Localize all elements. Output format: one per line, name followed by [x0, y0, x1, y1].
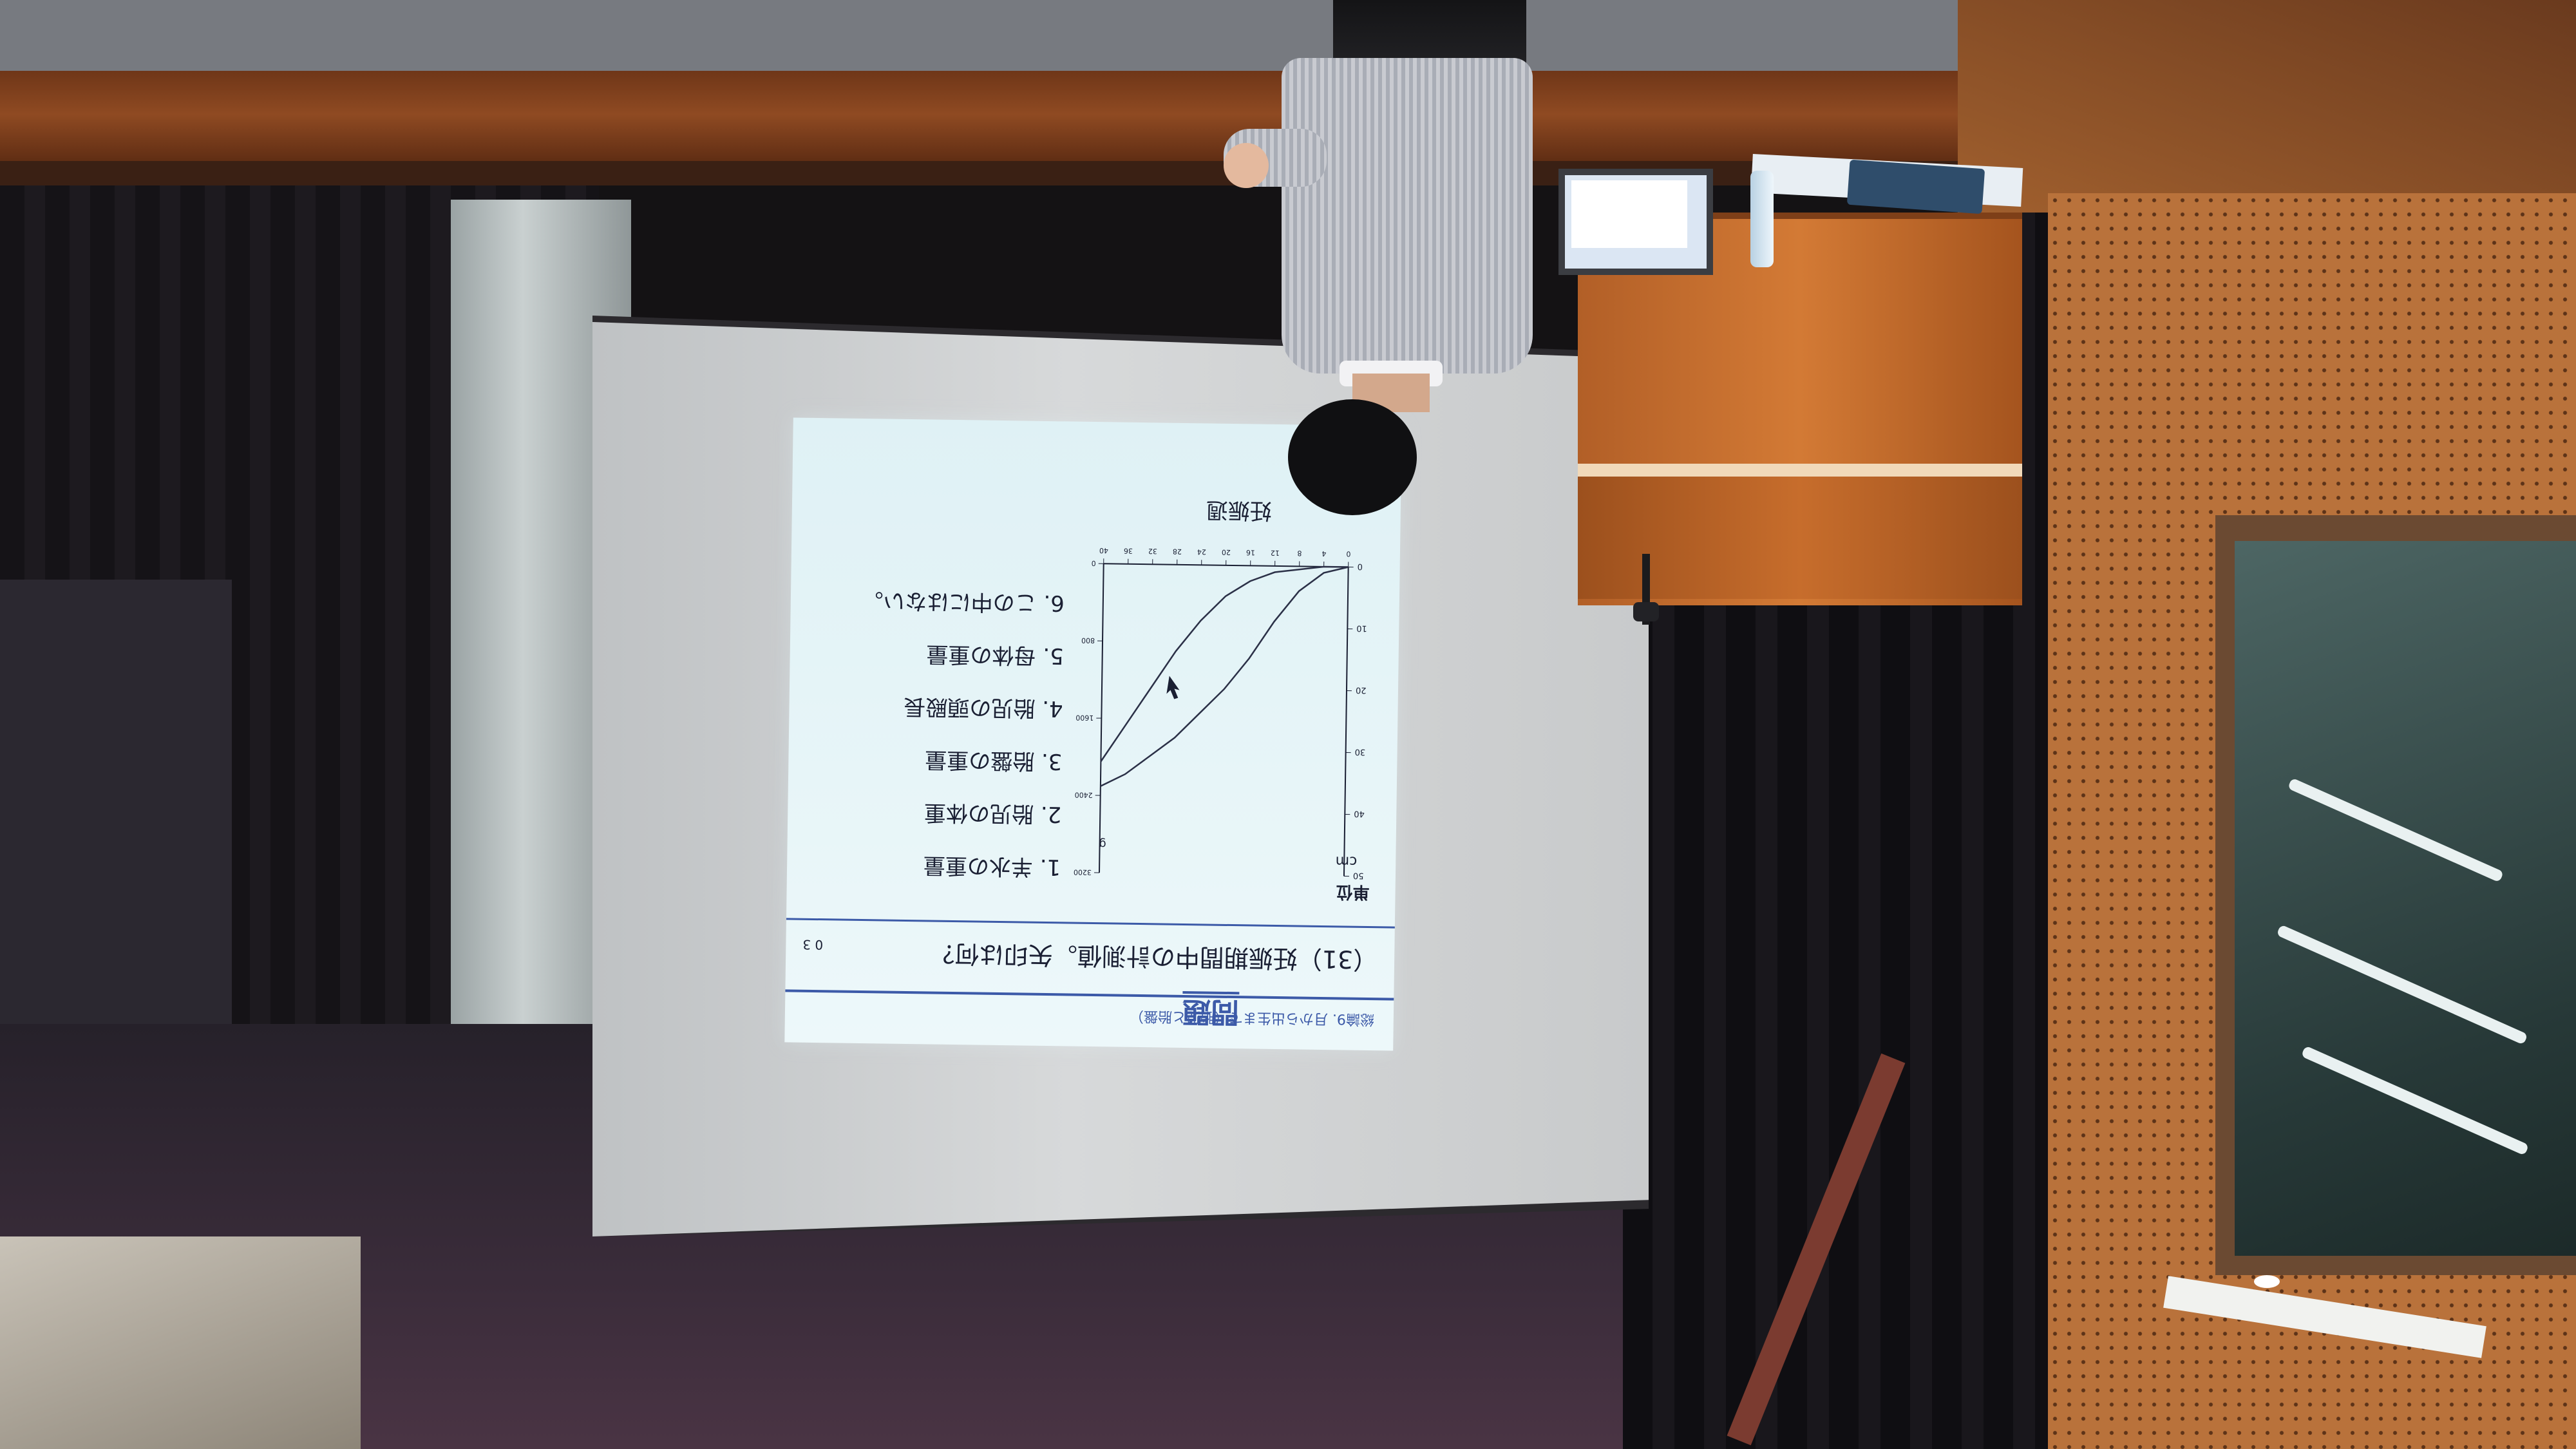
growth-chart: 単位 cm g 0 10 20 30 40 50 0 800 1600 2400 3200 0 4 8 12…: [1074, 546, 1370, 902]
series-line-2: [1100, 565, 1349, 762]
water-bottle: [1750, 171, 1774, 267]
y-right-tick-label: 1600: [1075, 714, 1094, 722]
x-tick-label: 36: [1124, 547, 1133, 555]
microphone-icon: [1633, 602, 1659, 621]
y-right-tick-label: 0: [1092, 559, 1096, 567]
y-tick-label: 10: [1356, 623, 1367, 633]
y-tick-label: 30: [1355, 747, 1366, 757]
podium-trim: [1578, 464, 2022, 478]
x-tick-label: 8: [1297, 549, 1302, 557]
x-tick-label: 32: [1148, 547, 1157, 555]
y-axis-left: [1343, 567, 1349, 876]
x-tick-label: 24: [1197, 547, 1206, 556]
wooden-ceiling-beam: [0, 71, 2112, 167]
floor-reflection: [0, 1236, 361, 1449]
wooden-ceiling-corner: [1958, 0, 2576, 213]
x-tick-label: 12: [1271, 549, 1280, 557]
y-right-tick-label: 2400: [1075, 791, 1093, 799]
presenter-head: [1288, 399, 1417, 515]
question-rule: [786, 918, 1395, 929]
slide-header: 総論9. 月から出生まで（胎児と胎盤）: [1129, 1007, 1375, 1028]
x-tick-label: 4: [1321, 549, 1326, 558]
chart-unit-cm: cm: [1336, 853, 1358, 869]
header-rule: [785, 989, 1394, 1001]
chart-x-label: 妊娠週: [1206, 497, 1273, 524]
answer-option: 3. 胎盤の重量: [924, 746, 1063, 775]
side-curtain: [0, 580, 232, 1043]
window-glass: [2235, 541, 2576, 1256]
laptop-screen: [1571, 180, 1687, 248]
projected-slide: 総論9. 月から出生まで（胎児と胎盤） 問題 （31）妊娠期間中の計測値。矢印は…: [784, 417, 1402, 1051]
y-right-tick-label: 800: [1081, 636, 1095, 645]
answer-option: 1. 羊水の重量: [923, 852, 1061, 880]
y-tick-label: 40: [1354, 809, 1365, 819]
x-tick-label: 40: [1099, 546, 1108, 554]
presenter-hand: [1224, 143, 1269, 188]
y-tick-label: 50: [1353, 871, 1364, 880]
ceiling: [0, 0, 1958, 77]
podium-base: [1578, 477, 2022, 599]
small-light: [2254, 1275, 2280, 1288]
slide-score: 0 3: [802, 936, 824, 953]
blue-binder: [1846, 159, 1985, 214]
answer-option: 6. この中にはない。: [861, 587, 1065, 616]
answer-option: 2. 胎児の体重: [923, 799, 1062, 828]
x-tick-label: 20: [1222, 548, 1231, 556]
y-tick-label: 20: [1356, 685, 1367, 695]
x-tick-label: 0: [1346, 549, 1350, 558]
answer-option: 5. 母体の重量: [926, 641, 1064, 669]
x-tick-label: 16: [1246, 548, 1255, 556]
presenter-shirt: [1282, 58, 1533, 374]
answer-option: 4. 胎児の頭殿長: [904, 693, 1063, 722]
pointer-arrow-icon: [1166, 676, 1180, 699]
series-line-1: [1100, 566, 1349, 787]
y-right-tick-label: 3200: [1074, 868, 1092, 876]
slide-question: （31）妊娠期間中の計測値。矢印は何？: [930, 939, 1378, 974]
y-tick-label: 0: [1358, 562, 1363, 571]
chart-units-label: 単位: [1336, 882, 1369, 902]
x-tick-label: 28: [1173, 547, 1182, 556]
chart-unit-g: g: [1099, 837, 1106, 851]
